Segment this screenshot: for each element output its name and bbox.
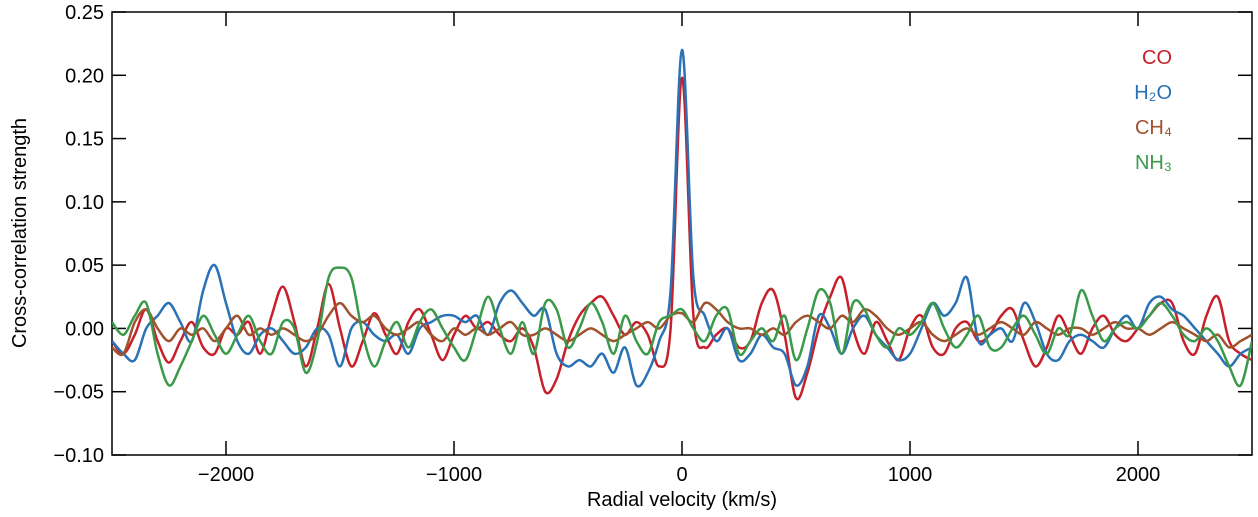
legend-label: CH₄ (1135, 117, 1172, 139)
x-tick-label: 2000 (1116, 464, 1161, 486)
y-tick-label: 0.05 (65, 255, 104, 277)
series-line (112, 266, 1252, 388)
series-line (112, 301, 1252, 356)
y-tick-label: 0.00 (65, 318, 104, 340)
series-line (112, 76, 1252, 401)
y-tick-label: 0.10 (65, 192, 104, 214)
x-axis-label: Radial velocity (km/s) (587, 489, 777, 511)
series-line (112, 48, 1252, 388)
y-tick-label: 0.25 (65, 2, 104, 24)
y-tick-label: −0.10 (53, 445, 104, 467)
legend-label: CO (1142, 47, 1172, 69)
y-tick-label: 0.15 (65, 129, 104, 151)
legend-label: NH₃ (1135, 152, 1172, 174)
x-tick-label: −1000 (426, 464, 482, 486)
y-tick-label: −0.05 (53, 382, 104, 404)
x-tick-label: 0 (676, 464, 687, 486)
y-tick-label: 0.20 (65, 65, 104, 87)
x-tick-label: 1000 (888, 464, 933, 486)
x-tick-label: −2000 (198, 464, 254, 486)
y-axis-label: Cross-correlation strength (9, 118, 31, 348)
legend-label: H₂O (1134, 82, 1172, 104)
